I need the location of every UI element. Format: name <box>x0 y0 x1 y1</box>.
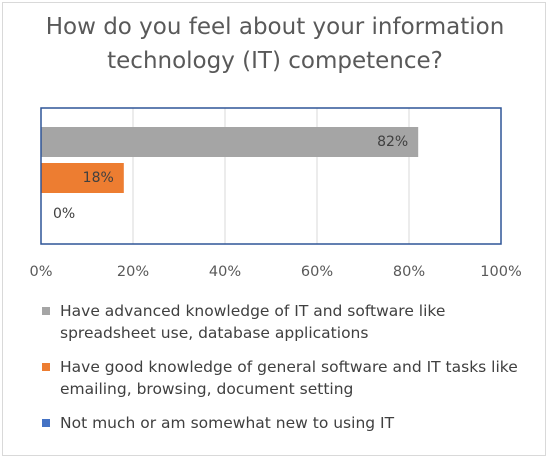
legend-label: Have advanced knowledge of IT and softwa… <box>60 302 446 342</box>
bar-chart: 82% 18% 0% 0% 20% 40% 60% 80% 100% <box>29 107 522 280</box>
legend-item: Not much or am somewhat new to using IT <box>40 412 530 434</box>
data-label: 18% <box>83 170 114 186</box>
x-tick-label: 80% <box>393 264 425 280</box>
x-tick-label: 0% <box>29 264 52 280</box>
x-tick-label: 40% <box>209 264 241 280</box>
bar <box>41 127 419 157</box>
chart-frame <box>2 2 546 456</box>
chart-legend: Have advanced knowledge of IT and softwa… <box>40 300 530 446</box>
x-tick-label: 60% <box>301 264 333 280</box>
legend-item: Have advanced knowledge of IT and softwa… <box>40 300 530 344</box>
chart-title: How do you feel about your information t… <box>45 14 505 74</box>
x-tick-label: 20% <box>117 264 149 280</box>
bar <box>41 163 124 193</box>
legend-label: Not much or am somewhat new to using IT <box>60 414 395 432</box>
data-label: 82% <box>377 134 408 150</box>
legend-swatch <box>42 307 50 315</box>
legend-item: Have good knowledge of general software … <box>40 356 530 400</box>
plot-border <box>40 107 502 245</box>
legend-label: Have good knowledge of general software … <box>60 358 518 398</box>
data-label: 0% <box>53 206 75 222</box>
x-tick-label: 100% <box>480 264 521 280</box>
legend-swatch <box>42 419 50 427</box>
legend-swatch <box>42 363 50 371</box>
